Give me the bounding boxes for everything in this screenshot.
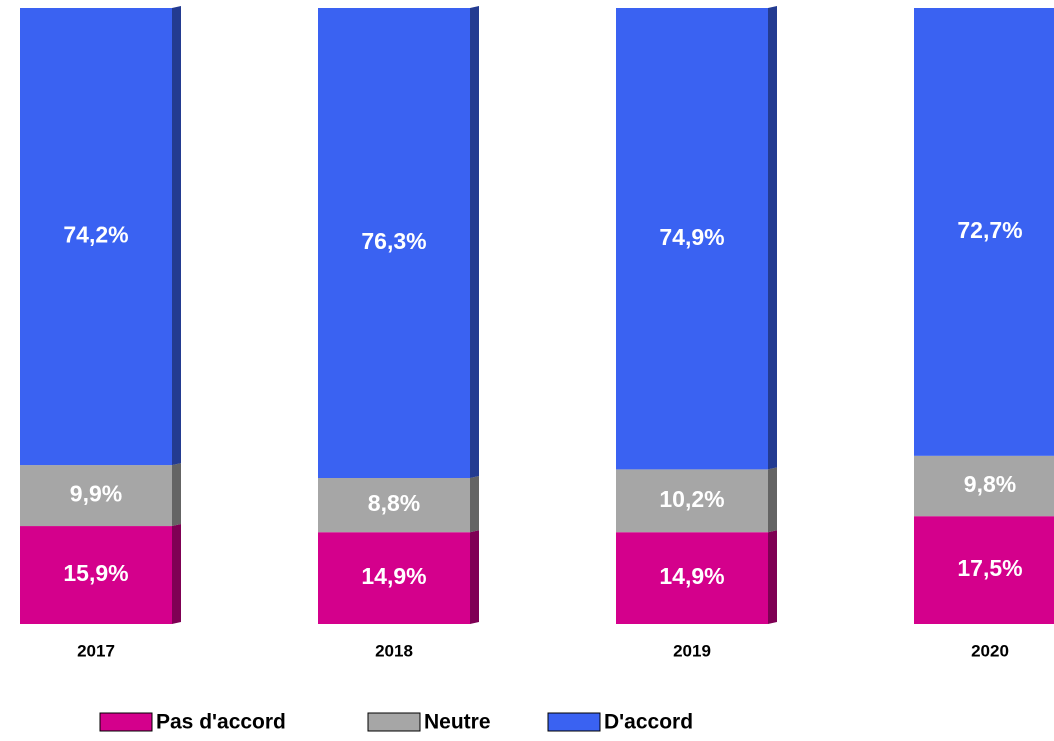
- value-label: 8,8%: [368, 490, 420, 516]
- value-label: 9,8%: [964, 471, 1016, 497]
- bar-side: [470, 6, 479, 479]
- bar-side: [768, 6, 777, 470]
- value-label: 17,5%: [957, 555, 1022, 581]
- legend-label: D'accord: [604, 711, 693, 734]
- bar-segment: [616, 469, 768, 533]
- legend-swatch: [547, 712, 601, 732]
- bar-segment: [318, 478, 470, 533]
- value-label: 14,9%: [659, 563, 724, 589]
- bar-side: [768, 530, 777, 624]
- x-tick-label: 2017: [77, 641, 115, 660]
- legend-swatch: [99, 712, 153, 732]
- bar-segment: [914, 455, 1054, 517]
- bar-segment: [616, 8, 768, 470]
- value-label: 9,9%: [70, 481, 122, 507]
- bar-segment: [318, 532, 470, 624]
- value-label: 14,9%: [361, 563, 426, 589]
- x-tick-label: 2018: [375, 641, 413, 660]
- bar-segment: [914, 516, 1054, 624]
- bar-segment: [616, 532, 768, 624]
- value-label: 15,9%: [63, 560, 128, 586]
- bar-segment: [318, 8, 470, 479]
- bar-side: [172, 463, 181, 527]
- bar-segment: [20, 526, 172, 624]
- bar-side: [470, 476, 479, 533]
- bar-side: [172, 6, 181, 466]
- bar-side: [172, 524, 181, 624]
- value-label: 76,3%: [361, 228, 426, 254]
- x-tick-label: 2019: [673, 641, 711, 660]
- legend-label: Pas d'accord: [156, 711, 286, 734]
- bar-segment: [20, 465, 172, 527]
- bar-segment: [20, 8, 172, 466]
- bar-side: [768, 467, 777, 533]
- value-label: 10,2%: [659, 486, 724, 512]
- value-label: 72,7%: [957, 217, 1022, 243]
- value-label: 74,9%: [659, 224, 724, 250]
- legend-swatch: [367, 712, 421, 732]
- x-tick-label: 2020: [971, 641, 1009, 660]
- legend-label: Neutre: [424, 711, 491, 734]
- bar-side: [470, 530, 479, 624]
- value-label: 74,2%: [63, 222, 128, 248]
- bar-segment: [914, 8, 1054, 456]
